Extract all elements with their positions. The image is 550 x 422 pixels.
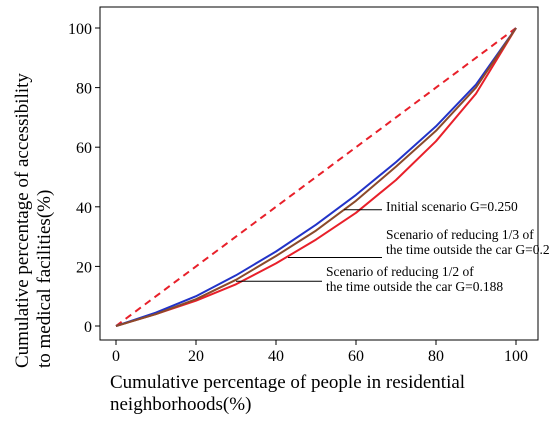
annotation-text: Scenario of reducing 1/3 of <box>386 227 534 242</box>
axis-titles: Cumulative percentage of people in resid… <box>12 73 465 415</box>
x-axis-title: Cumulative percentage of people in resid… <box>110 372 465 393</box>
x-tick-label: 100 <box>504 348 528 365</box>
annotation-text: the time outside the car G=0.188 <box>326 279 503 294</box>
annotations: Initial scenario G=0.250 Scenario of redu… <box>236 199 550 294</box>
tick-labels: 0 20 40 60 80 100 0 20 40 60 80 100 <box>68 21 528 365</box>
series-line-3 <box>115 27 517 327</box>
plot-frame <box>99 6 539 341</box>
x-axis-title: neighborhoods(%) <box>110 394 251 415</box>
x-tick-label: 0 <box>112 348 120 365</box>
axes <box>95 6 539 345</box>
annotation-text: Scenario of reducing 1/2 of <box>326 264 474 279</box>
x-tick-label: 20 <box>188 348 204 365</box>
x-tick-label: 40 <box>268 348 284 365</box>
annotation-text: Initial scenario G=0.250 <box>386 199 518 214</box>
y-tick-label: 0 <box>84 319 92 336</box>
y-tick-label: 80 <box>76 81 92 98</box>
x-tick-label: 60 <box>348 348 364 365</box>
y-axis-title: to medical facilities(%) <box>34 190 55 368</box>
x-tick-label: 80 <box>428 348 444 365</box>
y-tick-label: 100 <box>68 21 92 38</box>
series-lines <box>115 27 517 327</box>
y-tick-label: 20 <box>76 259 92 276</box>
annotation-text: the time outside the car G=0.205 <box>386 242 550 257</box>
series-line-2 <box>115 27 517 327</box>
y-tick-label: 60 <box>76 140 92 157</box>
y-tick-label: 40 <box>76 200 92 217</box>
y-axis-title: Cumulative percentage of accessibility <box>12 73 33 368</box>
